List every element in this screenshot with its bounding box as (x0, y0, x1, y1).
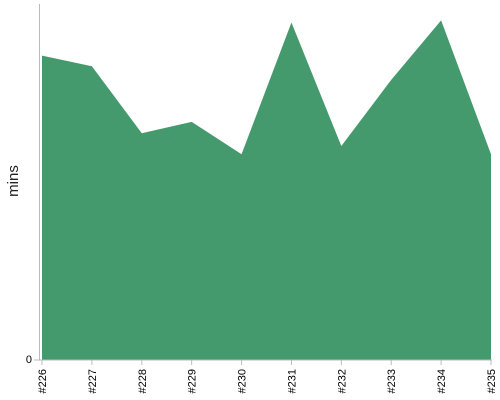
x-tick-label: #235 (486, 369, 498, 393)
x-tick-label: #231 (286, 369, 298, 393)
x-tick-label: #233 (386, 369, 398, 393)
x-tick-label: #234 (436, 369, 448, 393)
area-series-fill (42, 20, 491, 360)
plot-area (42, 20, 491, 360)
y-axis-ticks: 0 (26, 354, 40, 366)
x-tick-label: #229 (187, 369, 199, 393)
x-tick-label: #226 (37, 369, 49, 393)
x-axis-ticks: #226 #227 #228 #229 #230 #231 #232 #233 #234 #235 (37, 360, 498, 393)
x-tick-label: #227 (87, 369, 99, 393)
y-axis-label: mins (5, 165, 22, 197)
x-tick-label: #228 (137, 369, 149, 393)
x-tick-label: #230 (237, 369, 249, 393)
y-tick-label: 0 (26, 354, 32, 366)
x-tick-label: #232 (336, 369, 348, 393)
